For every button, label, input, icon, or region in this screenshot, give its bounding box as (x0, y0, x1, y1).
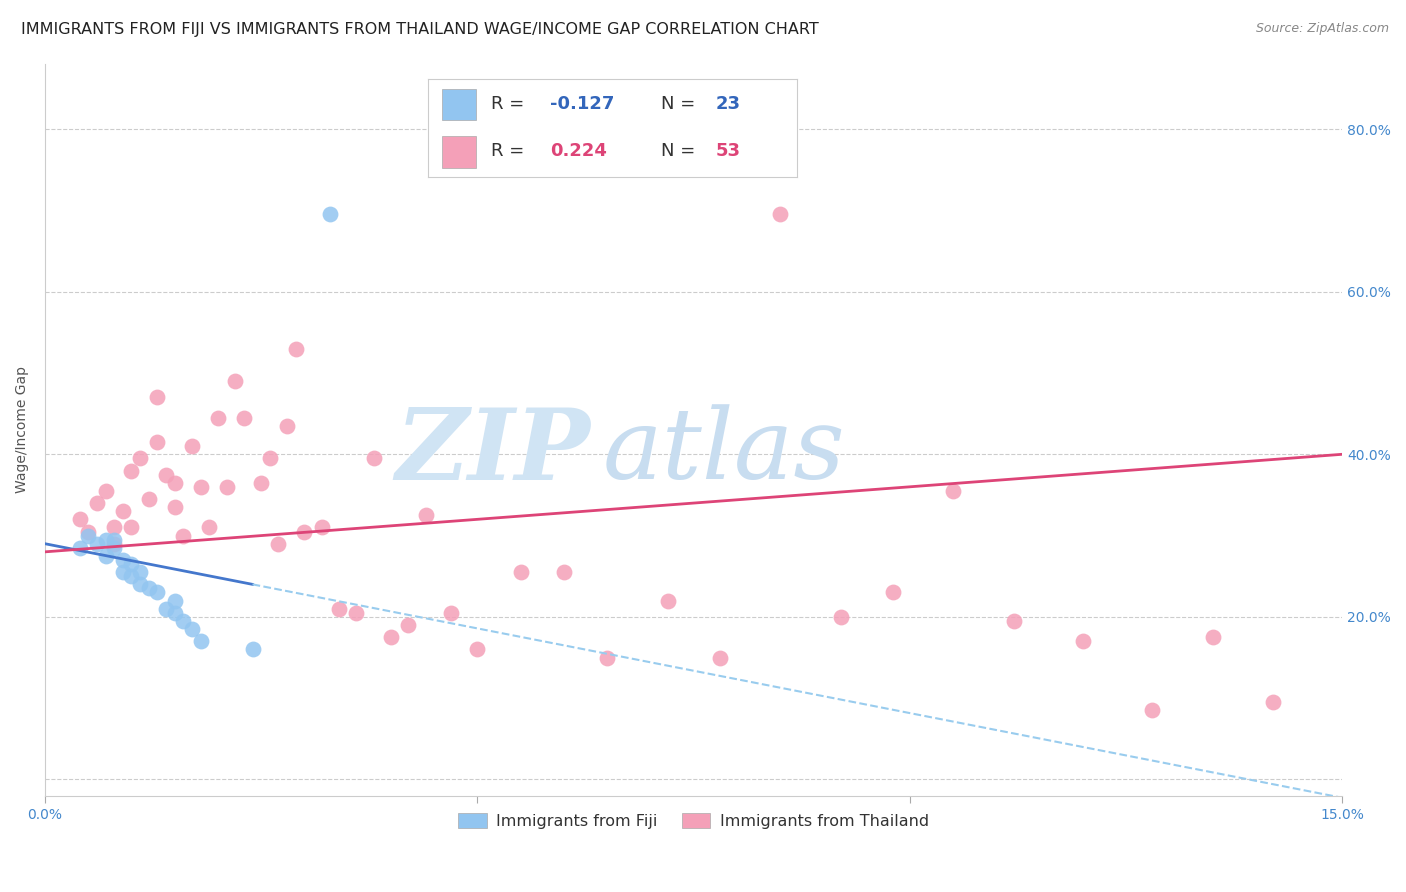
Point (120, 569, 142, 583)
Point (94, 483, 117, 498)
Point (1002, 614, 1025, 628)
Point (1071, 634, 1094, 648)
Point (509, 565, 531, 579)
Point (415, 508, 437, 523)
Point (1140, 703, 1163, 717)
Point (120, 464, 142, 478)
Point (163, 606, 186, 620)
Point (69, 512, 91, 526)
Point (207, 410, 229, 425)
Point (103, 537, 125, 551)
Point (232, 410, 254, 425)
Text: ZIP: ZIP (395, 403, 591, 500)
Point (657, 593, 679, 607)
Point (103, 520, 125, 534)
Point (172, 614, 194, 628)
Point (311, 520, 333, 534)
Point (86, 496, 108, 510)
Point (146, 585, 169, 599)
Point (146, 390, 169, 404)
Point (103, 533, 125, 547)
Point (69, 541, 91, 555)
Point (709, 650, 731, 665)
Point (155, 467, 177, 482)
Text: atlas: atlas (603, 404, 845, 500)
Point (1201, 630, 1223, 644)
Point (86, 537, 108, 551)
Point (129, 577, 152, 591)
Point (344, 606, 367, 620)
Point (284, 342, 307, 356)
Point (181, 439, 204, 453)
Point (396, 618, 419, 632)
Point (77, 524, 100, 539)
Point (769, 207, 792, 221)
Point (242, 642, 264, 657)
Point (190, 634, 212, 648)
Legend: Immigrants from Fiji, Immigrants from Thailand: Immigrants from Fiji, Immigrants from Th… (451, 806, 935, 835)
Point (259, 451, 281, 466)
Point (103, 541, 125, 555)
Point (319, 207, 342, 221)
Point (77, 528, 100, 542)
Point (267, 537, 290, 551)
Y-axis label: Wage/Income Gap: Wage/Income Gap (15, 367, 30, 493)
Point (155, 601, 177, 615)
Point (224, 374, 246, 388)
Point (181, 622, 204, 636)
Point (163, 500, 186, 515)
Point (111, 553, 134, 567)
Point (111, 565, 134, 579)
Text: IMMIGRANTS FROM FIJI VS IMMIGRANTS FROM THAILAND WAGE/INCOME GAP CORRELATION CHA: IMMIGRANTS FROM FIJI VS IMMIGRANTS FROM … (21, 22, 818, 37)
Point (215, 480, 238, 494)
Point (363, 451, 385, 466)
Point (942, 483, 965, 498)
Point (94, 549, 117, 563)
Point (190, 480, 212, 494)
Point (596, 650, 619, 665)
Point (120, 520, 142, 534)
Point (467, 642, 489, 657)
Point (1261, 695, 1284, 709)
Point (163, 475, 186, 490)
Point (138, 491, 160, 506)
Point (830, 610, 852, 624)
Point (882, 585, 904, 599)
Point (120, 557, 142, 571)
Point (129, 565, 152, 579)
Point (146, 435, 169, 450)
Point (198, 520, 221, 534)
Point (163, 593, 186, 607)
Point (250, 475, 273, 490)
Point (276, 418, 298, 433)
Point (380, 630, 402, 644)
Point (129, 451, 152, 466)
Point (440, 606, 463, 620)
Point (328, 601, 350, 615)
Point (94, 533, 117, 547)
Point (553, 565, 575, 579)
Point (294, 524, 316, 539)
Point (111, 504, 134, 518)
Text: Source: ZipAtlas.com: Source: ZipAtlas.com (1256, 22, 1389, 36)
Point (138, 582, 160, 596)
Point (172, 528, 194, 542)
